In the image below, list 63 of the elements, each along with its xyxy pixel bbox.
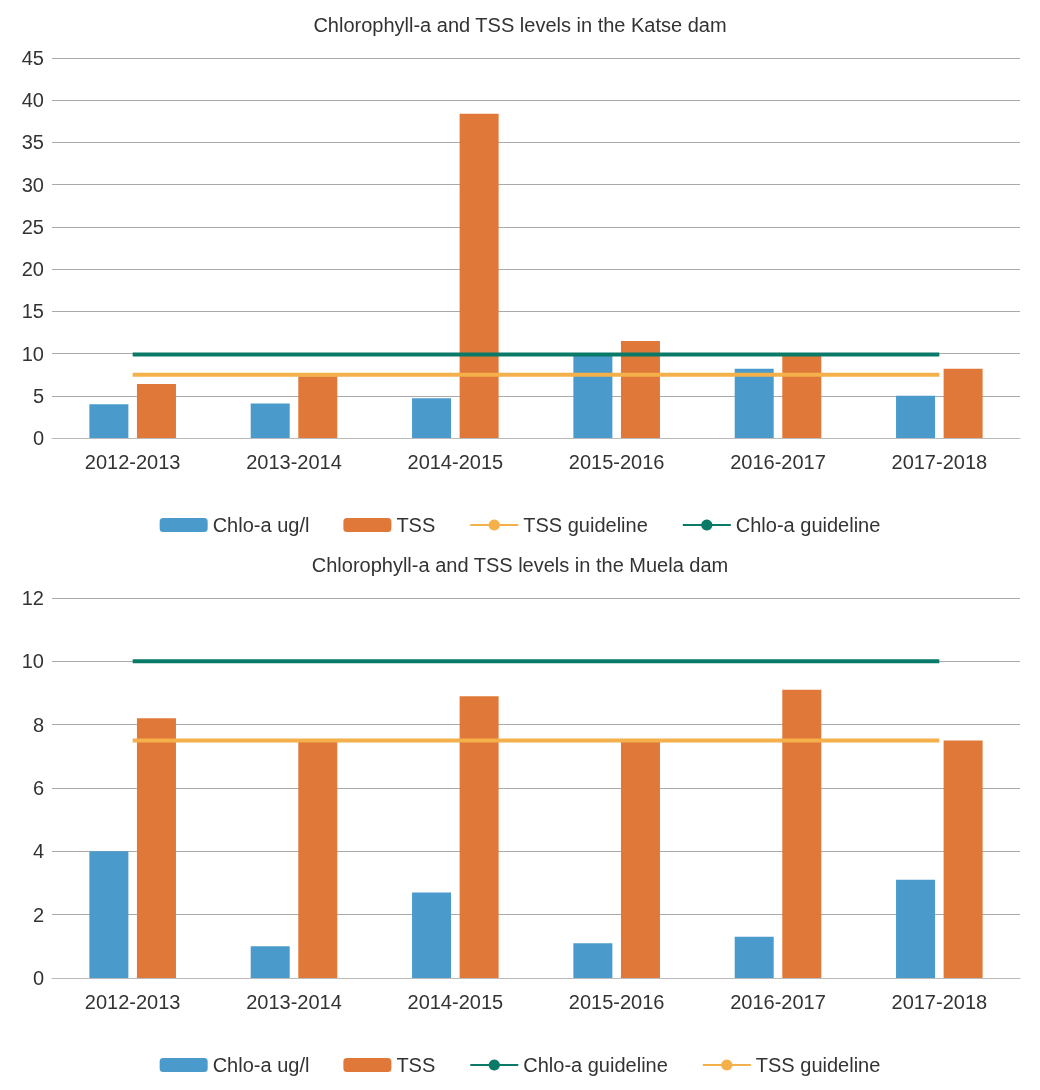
legend-label: Chlo-a ug/l (212, 1054, 310, 1076)
y-tick-label: 4 (32, 840, 44, 863)
bar (943, 368, 983, 438)
bar (573, 943, 613, 978)
bar (412, 892, 452, 978)
bar (896, 879, 936, 978)
bar (573, 353, 613, 438)
bar (782, 354, 822, 438)
bar (620, 740, 660, 978)
x-tick-label: 2013-2014 (246, 451, 342, 473)
legend-label: TSS (396, 1054, 436, 1076)
y-tick-label: 5 (32, 384, 44, 407)
y-tick-label: 35 (21, 131, 44, 154)
x-tick-label: 2016-2017 (730, 991, 826, 1013)
legend-label: Chlo-a guideline (735, 514, 881, 536)
x-tick-label: 2012-2013 (84, 451, 181, 473)
y-tick-label: 45 (21, 47, 44, 69)
x-tick-label: 2017-2018 (891, 451, 988, 473)
legend-label: TSS guideline (755, 1054, 881, 1076)
bar (136, 718, 176, 978)
chart-title: Chlorophyll-a and TSS levels in the Katse dam (313, 14, 727, 36)
bar (734, 936, 774, 978)
y-tick-label: 10 (21, 342, 44, 365)
bar (896, 395, 936, 438)
bar (298, 376, 338, 438)
legend-label: Chlo-a ug/l (212, 514, 310, 536)
y-tick-label: 40 (21, 89, 44, 112)
bar (298, 740, 338, 978)
bar (89, 851, 129, 978)
y-tick-label: 0 (32, 967, 44, 989)
y-tick-label: 20 (21, 258, 44, 281)
bar (620, 340, 660, 438)
x-tick-label: 2015-2016 (568, 451, 665, 473)
x-tick-label: 2016-2017 (730, 451, 826, 473)
y-tick-label: 12 (21, 587, 44, 609)
bar (412, 398, 452, 438)
y-tick-label: 10 (21, 650, 44, 673)
legend-label: TSS (396, 514, 436, 536)
bar (250, 946, 290, 978)
y-tick-label: 0 (32, 427, 44, 449)
bar (250, 403, 290, 438)
x-tick-label: 2015-2016 (568, 991, 665, 1013)
y-tick-label: 15 (21, 300, 44, 323)
y-tick-label: 2 (32, 903, 44, 926)
x-tick-label: 2013-2014 (246, 991, 342, 1013)
y-tick-label: 6 (32, 777, 44, 799)
chart-title: Chlorophyll-a and TSS levels in the Muela dam (311, 554, 729, 576)
x-tick-label: 2014-2015 (407, 451, 504, 473)
bar (734, 368, 774, 438)
y-tick-label: 30 (21, 173, 44, 196)
x-tick-label: 2012-2013 (84, 991, 181, 1013)
bar (89, 404, 129, 438)
bar (459, 113, 499, 438)
legend-label: TSS guideline (523, 514, 648, 536)
x-tick-label: 2014-2015 (407, 991, 504, 1013)
bar (943, 740, 983, 978)
y-tick-label: 8 (32, 713, 44, 736)
x-tick-label: 2017-2018 (891, 991, 988, 1013)
bar (782, 689, 822, 978)
y-tick-label: 25 (21, 215, 44, 238)
bar (136, 383, 176, 438)
legend-label: Chlo-a guideline (523, 1054, 668, 1076)
bar (459, 696, 499, 978)
